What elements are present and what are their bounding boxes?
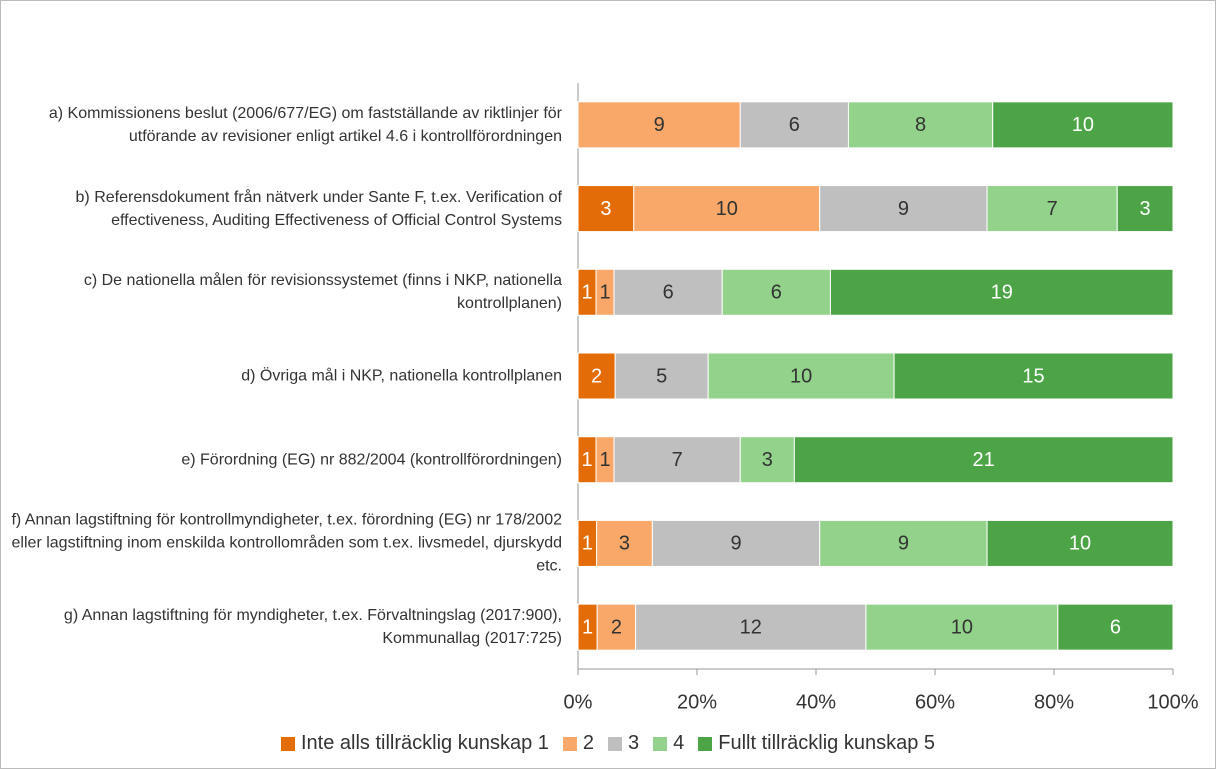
bar-segment [829,268,1174,316]
legend-label: 4 [673,732,685,754]
legend-swatch [280,736,295,751]
legend-label: 3 [628,732,640,754]
data-label: 3 [600,198,611,220]
data-label: 9 [898,533,909,555]
legend-label: Inte alls tillräcklig kunskap 1 [300,732,549,754]
bar-segment [793,436,1174,484]
bar-segment [707,352,895,400]
data-label: 2 [591,365,602,387]
data-label: 10 [1072,114,1094,136]
bar-segment [633,185,821,233]
data-label: 6 [789,114,800,136]
data-label: 3 [1140,198,1151,220]
bar-segment [614,352,709,400]
bar-segment [865,603,1059,651]
legend-swatch [562,736,577,751]
category-label: a) Kommissionens beslut (2006/677/EG) om… [48,104,562,145]
legend-swatch [653,736,668,751]
bar-segment [613,268,723,316]
legend-item: 3 [608,732,639,755]
bar-segment [739,101,849,149]
x-tick-label: 60% [915,691,955,713]
data-label: 10 [951,616,973,638]
bar-segment [635,603,867,651]
bar-segment [721,268,831,316]
bar-segment [1057,603,1174,651]
data-label: 19 [991,282,1013,304]
legend-item: 4 [653,732,684,755]
data-label: 8 [915,114,926,136]
bar-segment [577,352,616,400]
x-tick-label: 0% [564,691,593,713]
bar-segment [577,185,635,233]
bar-segment [819,185,988,233]
bar-segment [992,101,1174,149]
legend-label: Fullt tillräcklig kunskap 5 [718,732,935,754]
data-label: 10 [716,198,738,220]
legend-item: Fullt tillräcklig kunskap 5 [698,732,935,755]
legend-item: Inte alls tillräcklig kunskap 1 [280,732,549,755]
category-label: b) Referensdokument från nätverk under S… [75,188,562,229]
data-label: 3 [762,449,773,471]
data-label: 1 [581,282,592,304]
bar-segment [847,101,994,149]
data-label: 1 [581,449,592,471]
data-label: 9 [898,198,909,220]
bar-segment [596,519,653,567]
data-label: 5 [656,365,667,387]
data-label: 7 [672,449,683,471]
x-tick-label: 20% [677,691,717,713]
data-label: 9 [730,533,741,555]
x-tick-label: 100% [1147,691,1198,713]
data-label: 15 [1022,365,1044,387]
bar-segment [893,352,1174,400]
data-label: 6 [1110,616,1121,638]
category-label: d) Övriga mål i NKP, nationella kontroll… [241,367,562,385]
legend-item: 2 [562,732,594,755]
data-label: 10 [790,365,812,387]
data-label: 1 [599,282,610,304]
data-label: 1 [582,533,593,555]
legend: Inte alls tillräcklig kunskap 1 2 3 4 Fullt … [0,732,1216,755]
bar-segment [986,185,1118,233]
legend-label: 2 [582,732,594,754]
category-label: c) De nationella målen för revisionssyst… [83,272,562,313]
data-label: 12 [740,616,762,638]
bar-segment [613,436,741,484]
data-label: 6 [771,282,782,304]
bar-segment [739,436,795,484]
data-label: 9 [654,114,665,136]
category-label: g) Annan lagstiftning för myndigheter, t… [63,607,562,648]
legend-swatch [698,736,713,751]
bar-segment [596,603,637,651]
bar-segment [819,519,988,567]
bar-segment [1116,185,1174,233]
data-label: 7 [1047,198,1058,220]
data-label: 21 [973,449,995,471]
bar-segment [986,519,1174,567]
data-label: 6 [663,282,674,304]
data-label: 1 [599,449,610,471]
x-tick-label: 80% [1034,691,1074,713]
data-label: 3 [619,533,630,555]
category-label: e) Förordning (EG) nr 882/2004 (kontroll… [181,451,562,469]
data-label: 10 [1069,533,1091,555]
x-tick-label: 40% [796,691,836,713]
data-label: 2 [611,616,622,638]
legend-swatch [608,736,622,751]
data-label: 1 [582,616,593,638]
category-label: f) Annan lagstiftning för kontrollmyndig… [11,511,562,575]
